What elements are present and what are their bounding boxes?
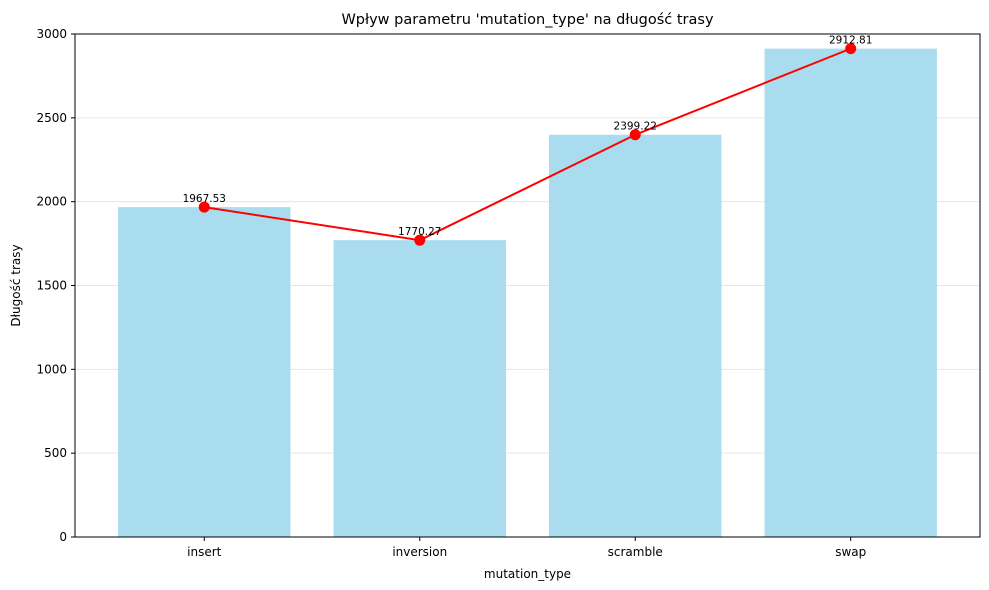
y-tick-label: 500 — [44, 446, 67, 460]
data-label-swap: 2912.81 — [829, 35, 872, 47]
data-label-insert: 1967.53 — [183, 193, 226, 205]
bar-scramble — [549, 134, 722, 537]
y-tick-label: 1000 — [36, 362, 67, 376]
bar-swap — [764, 48, 937, 537]
x-tick-label-swap: swap — [835, 545, 866, 559]
bar-insert — [118, 207, 291, 537]
bars-layer — [118, 48, 937, 537]
y-tick-label: 3000 — [36, 27, 67, 41]
x-tick-label-insert: insert — [187, 545, 222, 559]
data-label-scramble: 2399.22 — [614, 121, 657, 133]
x-axis-title: mutation_type — [484, 567, 571, 581]
ticks-layer: 0 500 1000 1500 2000 2500 3000 insert inversion s… — [36, 27, 866, 559]
line-layer — [198, 43, 857, 246]
x-tick-label-scramble: scramble — [608, 545, 663, 559]
data-labels-layer: 1967.53 1770.27 2399.22 2912.81 — [183, 35, 873, 239]
y-tick-label: 0 — [59, 530, 67, 544]
data-label-inversion: 1770.27 — [398, 226, 441, 238]
x-tick-label-inversion: inversion — [392, 545, 447, 559]
line-marker-insert — [198, 201, 210, 213]
y-tick-label: 2000 — [36, 195, 67, 209]
bar-inversion — [333, 240, 506, 537]
trend-line — [204, 47, 852, 242]
y-axis-title: Długość trasy — [9, 244, 23, 326]
line-marker-inversion — [414, 234, 426, 246]
y-tick-label: 1500 — [36, 279, 67, 293]
chart-title: Wpływ parametru 'mutation_type' na długo… — [341, 12, 714, 28]
y-tick-label: 2500 — [36, 111, 67, 125]
line-marker-swap — [845, 43, 857, 55]
line-marker-scramble — [629, 129, 641, 141]
